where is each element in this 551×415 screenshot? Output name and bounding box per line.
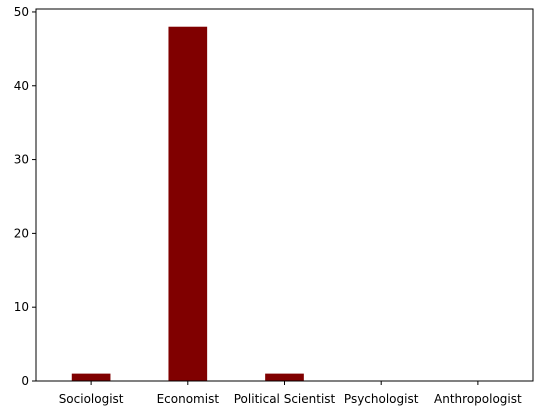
- bars-group: [71, 26, 304, 381]
- y-tick-label: 20: [14, 226, 29, 240]
- y-tick-label: 50: [14, 5, 29, 19]
- y-tick-label: 40: [14, 79, 29, 93]
- x-tick-label: Political Scientist: [234, 392, 336, 406]
- bar-sociologist: [71, 373, 111, 381]
- y-axis: 0 10 20 30 40 50: [14, 5, 36, 388]
- y-tick-label: 0: [21, 374, 29, 388]
- x-axis: Sociologist Economist Political Scientist P…: [59, 381, 522, 406]
- bar-economist: [168, 26, 208, 381]
- x-tick-label: Economist: [157, 392, 220, 406]
- x-tick-label: Sociologist: [59, 392, 124, 406]
- y-tick-label: 10: [14, 300, 29, 314]
- bar-political-scientist: [265, 373, 304, 381]
- x-tick-label: Psychologist: [344, 392, 419, 406]
- x-tick-label: Anthropologist: [434, 392, 522, 406]
- y-tick-label: 30: [14, 153, 29, 167]
- plot-frame: [35, 8, 534, 382]
